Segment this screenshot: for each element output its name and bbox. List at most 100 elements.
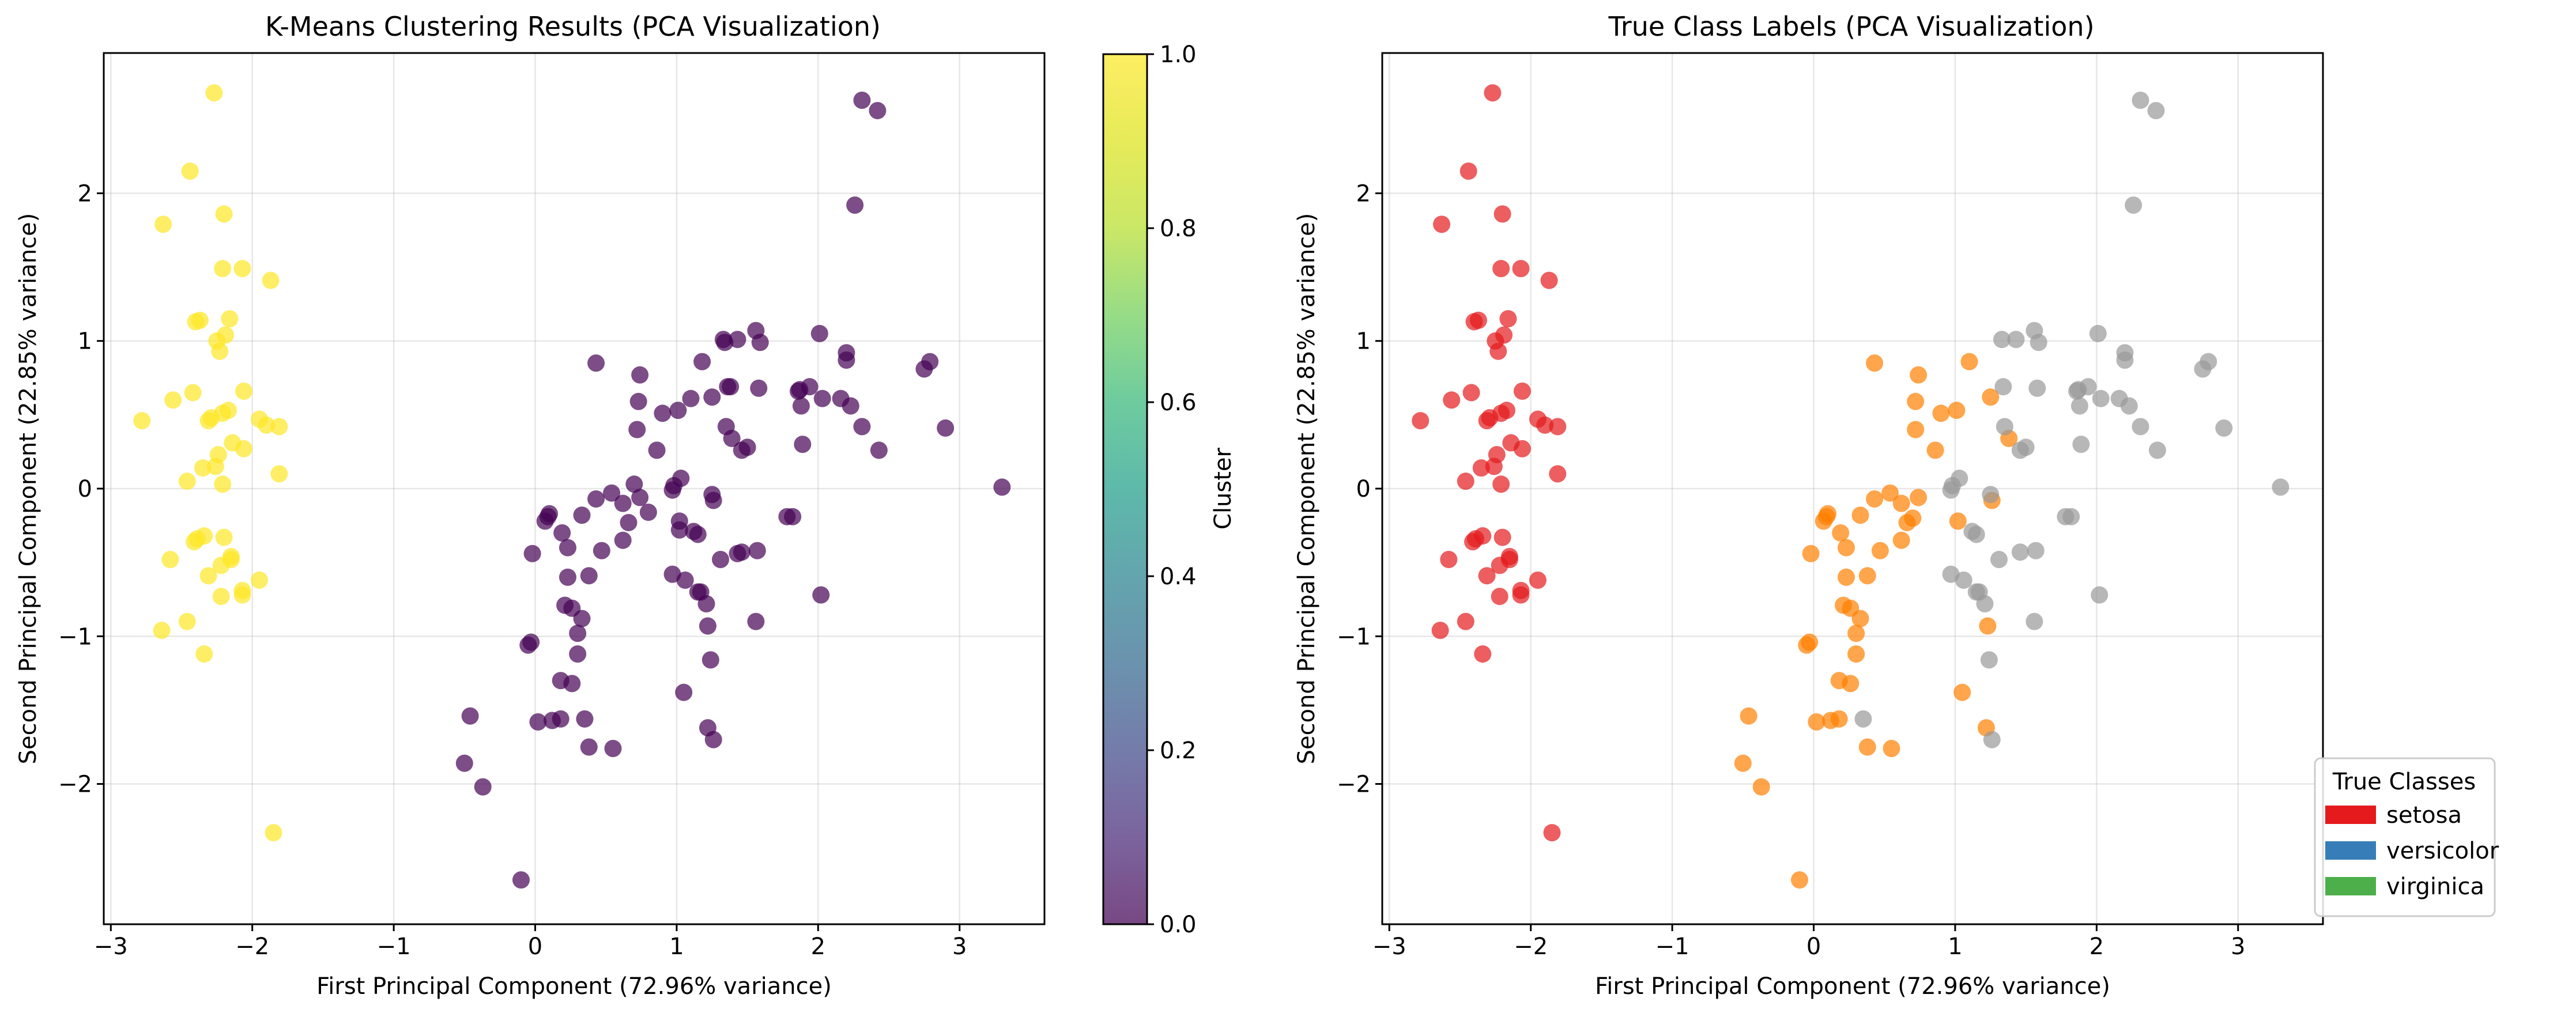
true-labels-data-point [1489,342,1507,360]
true-labels-data-point [1980,651,1998,669]
kmeans-data-point [536,512,554,530]
true-labels-data-point [1493,205,1511,223]
true-labels-data-point [1983,731,2001,748]
true-labels-x-tick-label: −3 [1372,933,1406,960]
true-labels-data-point [1858,738,1876,756]
legend-label-setosa: setosa [2386,802,2462,829]
true-labels-data-point [1832,524,1850,542]
true-labels-data-point [2091,586,2109,604]
kmeans-data-point [580,567,598,585]
true-labels-data-point [1982,486,2000,504]
colorbar-label: Cluster [1210,447,1236,530]
kmeans-data-point [455,754,473,772]
true-labels-data-point [1512,260,1530,278]
true-labels-data-point [2132,418,2149,436]
kmeans-data-point [270,465,288,483]
true-labels-data-point [1858,567,1876,585]
colorbar-tick-label: 0.0 [1160,912,1197,938]
kmeans-data-point [723,429,741,447]
true-labels-x-tick-label: 3 [2231,933,2245,960]
colorbar-tick-label: 0.2 [1160,738,1197,764]
legend-box [2314,757,2496,917]
kmeans-data-point [751,334,769,351]
kmeans-x-tick-label: 2 [811,933,825,960]
true-labels-data-point [1549,418,1567,436]
true-labels-data-point [2069,381,2087,399]
kmeans-data-point [214,260,232,278]
true-labels-data-point [1837,568,1855,586]
true-labels-y-tick-label: 0 [1356,476,1371,502]
kmeans-data-point [233,260,251,278]
kmeans-x-tick-label: 3 [952,933,967,960]
kmeans-data-point [729,545,746,562]
kmeans-data-point [154,216,172,233]
kmeans-data-point [212,588,230,606]
true-labels-data-point [2215,419,2233,437]
true-labels-data-point [1485,458,1503,475]
legend-label-versicolor: versicolor [2386,838,2499,864]
kmeans-data-point [812,586,830,604]
colorbar-frame [1102,53,1148,925]
kmeans-data-point [915,360,933,378]
kmeans-y-ticks: −2 −1 0 1 2 [58,180,104,798]
kmeans-data-point [195,645,213,663]
kmeans-x-tick-label: 0 [528,933,542,960]
true-labels-data-point [2017,438,2035,456]
kmeans-data-point [221,310,239,328]
kmeans-data-point [184,384,202,402]
colorbar-tick-label: 0.4 [1160,564,1197,590]
true-labels-data-point [1481,409,1499,426]
true-labels-data-point [1990,551,2008,569]
kmeans-data-point [265,824,282,842]
kmeans-data-point [703,388,721,406]
kmeans-data-point [663,481,681,499]
kmeans-data-point [628,421,646,438]
true-labels-data-point [1898,513,1916,531]
kmeans-data-point [461,707,479,725]
true-labels-data-point [1443,391,1461,409]
true-labels-data-point [1982,388,2000,406]
true-labels-data-point [1948,402,1966,419]
kmeans-data-point [846,196,864,214]
kmeans-y-tick-label: −2 [58,772,92,798]
kmeans-data-point [738,438,756,456]
kmeans-data-point [214,475,232,493]
true-labels-data-point [1529,571,1547,589]
true-labels-data-point [2132,92,2149,109]
kmeans-data-point [194,459,212,477]
true-labels-data-point [2011,543,2029,561]
kmeans-data-point [202,409,220,426]
true-labels-data-point [1949,512,1967,530]
true-labels-data-point [1883,740,1900,758]
kmeans-data-point [676,571,694,589]
true-labels-data-point [1907,392,1925,410]
kmeans-data-point [704,492,722,509]
kmeans-data-point [937,419,955,437]
kmeans-data-point [838,351,855,369]
true-labels-data-point [1499,310,1517,328]
legend-swatch-virginica [2325,877,2376,895]
kmeans-data-point [869,101,887,119]
true-labels-y-tick-label: 1 [1356,328,1371,355]
true-labels-data-point [1955,571,1972,589]
colorbar-tick-label: 0.6 [1160,390,1197,416]
kmeans-data-point [648,441,666,459]
kmeans-data-point [178,472,196,490]
kmeans-data-point [153,622,171,640]
kmeans-data-point [794,436,812,453]
kmeans-data-point [206,458,224,475]
kmeans-data-point [161,551,179,569]
kmeans-x-tick-label: −2 [235,933,269,960]
true-labels-data-point [1979,617,1997,635]
kmeans-data-point [614,494,632,512]
kmeans-points [133,84,1011,889]
true-labels-data-point [1549,465,1567,483]
kmeans-x-tick-label: −1 [377,933,411,960]
kmeans-data-point [593,542,610,559]
kmeans-data-point [631,366,649,384]
kmeans-data-point [262,271,280,289]
kmeans-data-point [853,92,871,109]
kmeans-data-point [625,475,643,493]
true-labels-data-point [1513,382,1531,400]
kmeans-x-axis-label: First Principal Component (72.96% varian… [316,973,832,1000]
